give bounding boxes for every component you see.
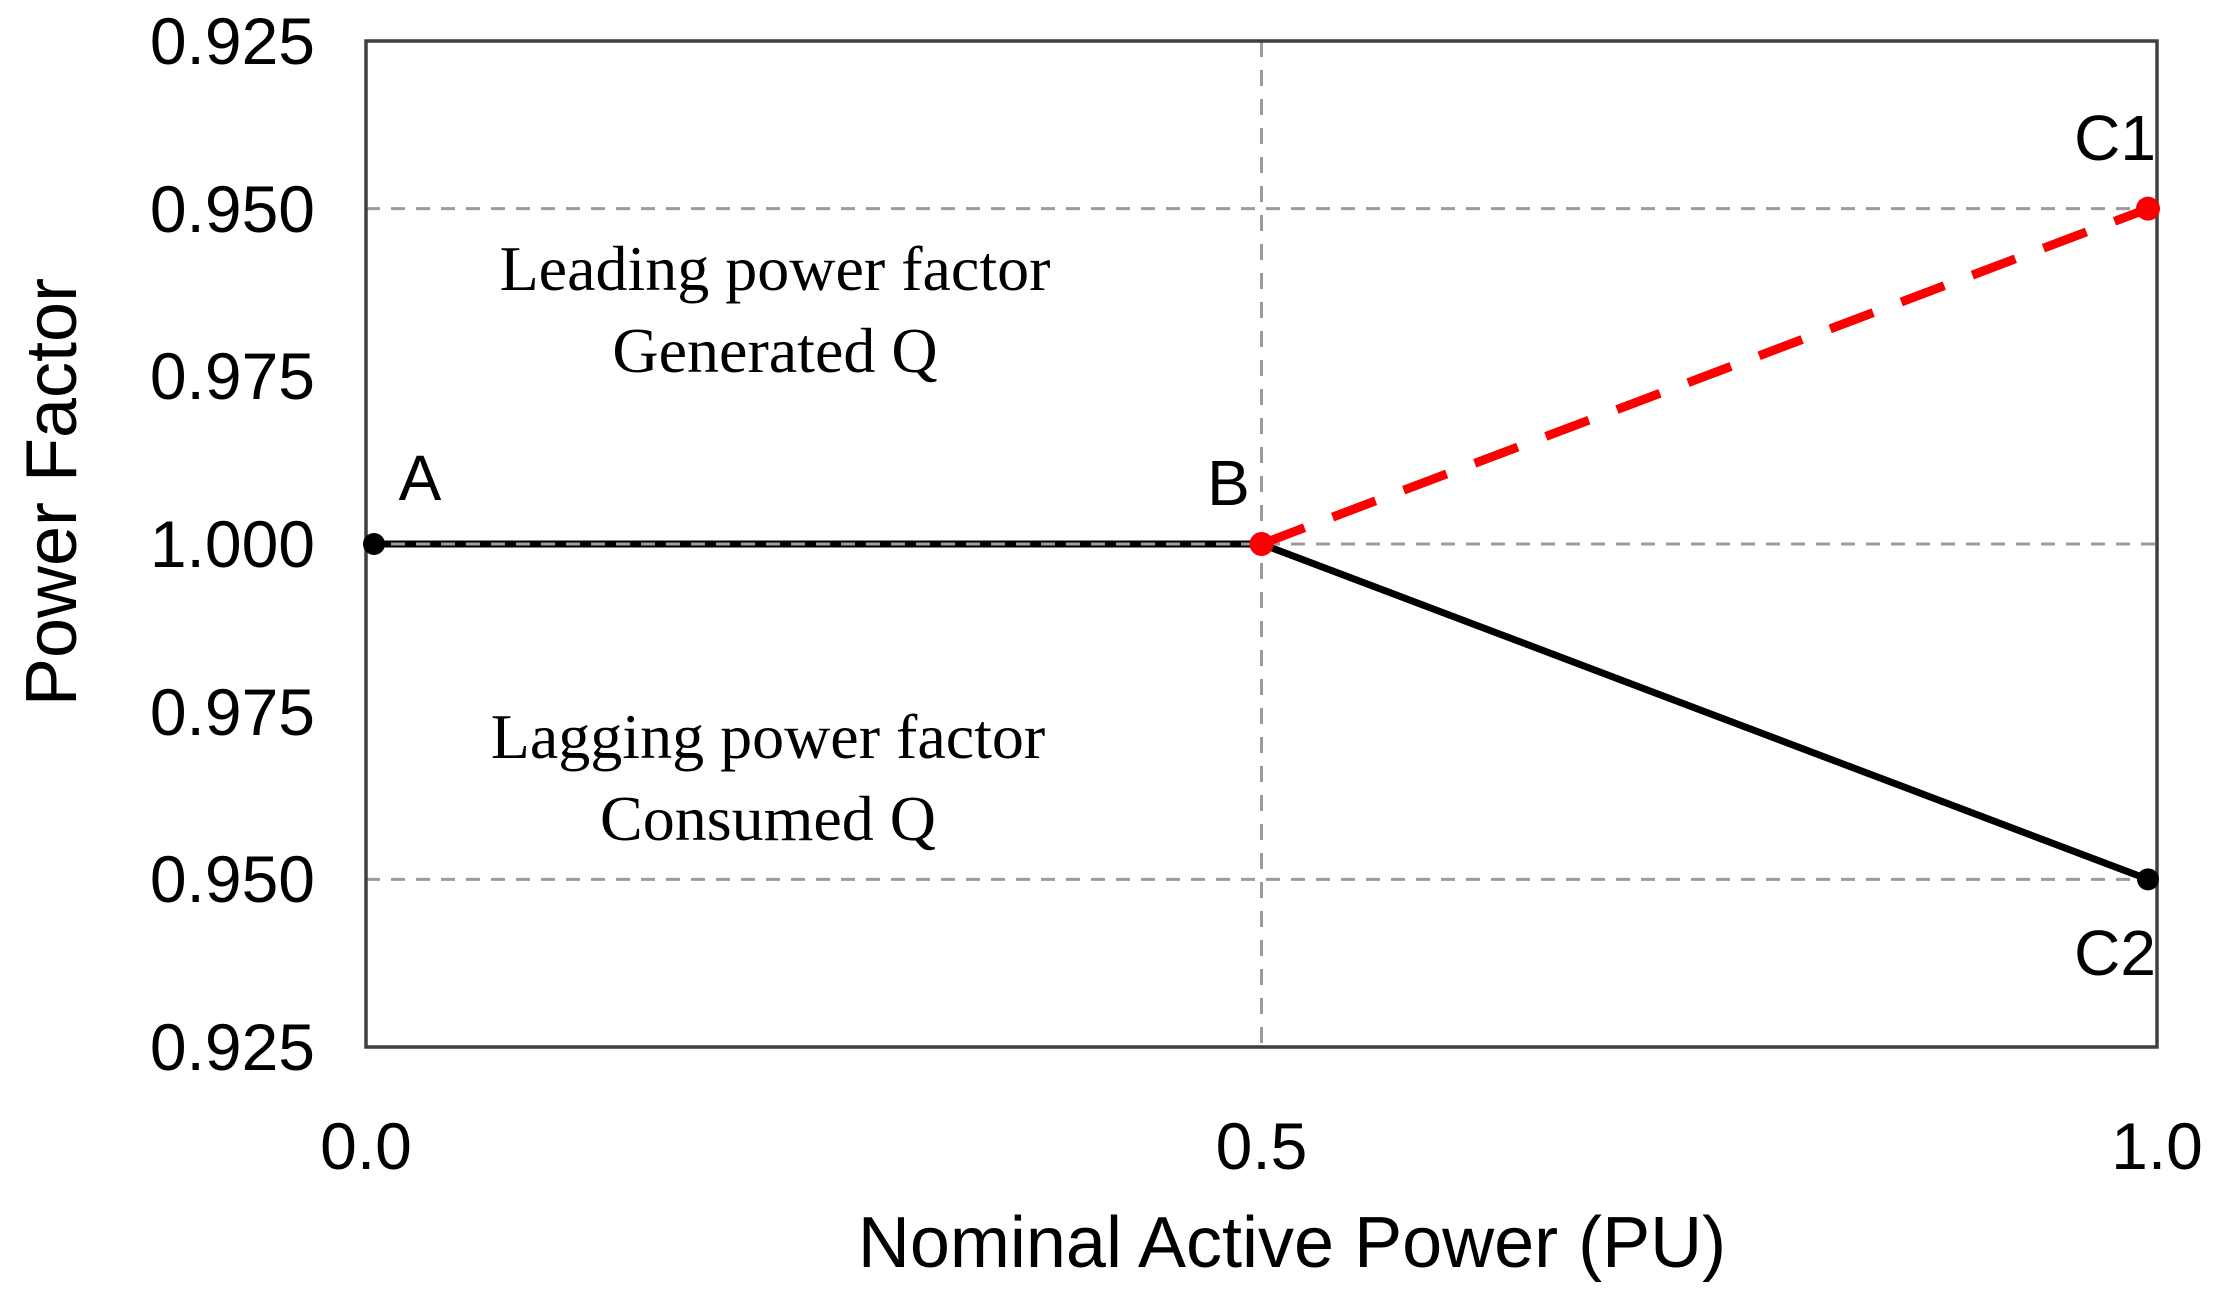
y-tick-label: 0.925 bbox=[149, 1010, 315, 1084]
point-label-B: B bbox=[1207, 447, 1250, 519]
annotation-line: Consumed Q bbox=[600, 783, 936, 854]
data-point-marker-C2 bbox=[2137, 868, 2159, 891]
data-point-marker-A bbox=[363, 533, 385, 555]
point-label-A: A bbox=[398, 442, 442, 514]
x-axis-title: Nominal Active Power (PU) bbox=[857, 1203, 1727, 1283]
y-tick-label: 0.950 bbox=[149, 842, 315, 917]
annotation-line: Lagging power factor bbox=[490, 701, 1046, 772]
point-label-C1: C1 bbox=[2074, 101, 2156, 174]
x-tick-label: 0.0 bbox=[320, 1109, 412, 1183]
y-tick-label: 0.975 bbox=[149, 339, 315, 414]
annotation-line: Generated Q bbox=[612, 315, 938, 386]
x-tick-label: 0.5 bbox=[1215, 1109, 1308, 1183]
y-tick-label: 1.000 bbox=[149, 507, 315, 581]
y-axis-title: Power Factor bbox=[12, 277, 92, 707]
data-point-marker-B bbox=[1249, 532, 1274, 556]
data-point-marker-C1 bbox=[2136, 196, 2160, 221]
y-tick-label: 0.975 bbox=[149, 674, 315, 749]
leading-region-annotation: Leading power factor Generated Q bbox=[500, 228, 1051, 392]
annotation-line: Leading power factor bbox=[499, 233, 1051, 304]
y-tick-label: 0.925 bbox=[149, 4, 315, 78]
series-line-leading-red-dashed bbox=[1259, 204, 2150, 549]
y-tick-label: 0.950 bbox=[149, 171, 315, 246]
x-tick-label: 1.0 bbox=[2111, 1109, 2203, 1183]
point-label-C2: C2 bbox=[2074, 917, 2156, 990]
lagging-region-annotation: Lagging power factor Consumed Q bbox=[491, 696, 1045, 860]
